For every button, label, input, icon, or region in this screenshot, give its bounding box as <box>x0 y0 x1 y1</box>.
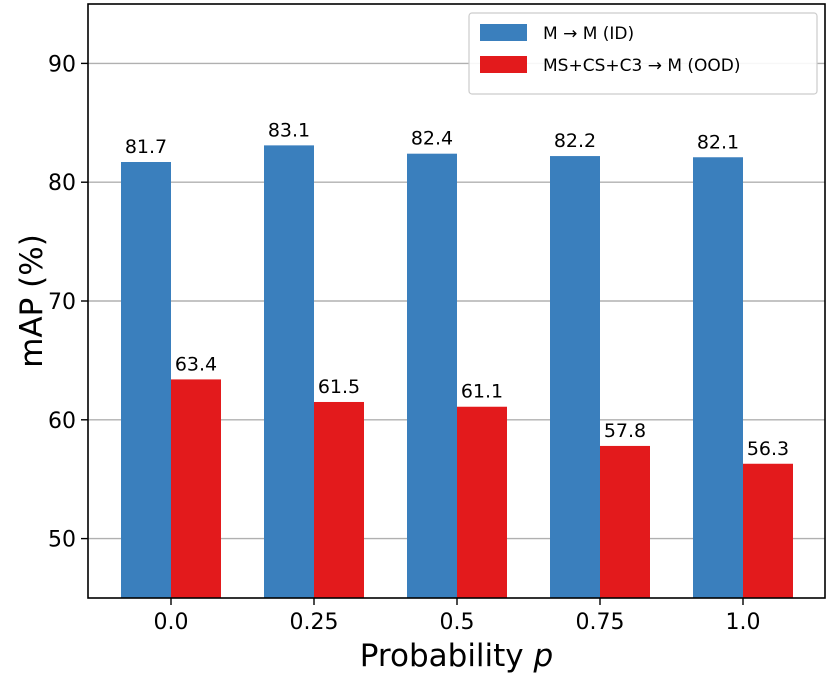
legend-swatch-id <box>480 24 527 41</box>
bar-id-0.0 <box>121 162 171 598</box>
bar-ood-0.25 <box>314 401 364 598</box>
bar-ood-1.0 <box>743 463 793 598</box>
data-labels: 81.7 83.1 82.4 82.2 82.1 63.4 61.5 61.1 57.8 56.3 <box>125 119 789 459</box>
data-label-id-1.0: 82.1 <box>697 131 739 153</box>
y-tick-label-50: 50 <box>48 528 76 553</box>
bar-id-0.75 <box>550 156 600 598</box>
bar-ood-0.5 <box>457 406 507 598</box>
data-label-ood-0.75: 57.8 <box>604 420 646 442</box>
legend-box <box>468 12 818 95</box>
y-axis-title: mAP (%) <box>14 234 50 368</box>
data-label-id-0.75: 82.2 <box>554 130 596 152</box>
legend: M → M (ID) MS+CS+C3 → M (OOD) <box>468 12 818 95</box>
y-axis: 50 60 70 80 90 <box>48 52 88 553</box>
legend-swatch-ood <box>480 56 527 73</box>
data-label-ood-0.25: 61.5 <box>318 376 360 398</box>
data-label-ood-0.5: 61.1 <box>461 381 503 403</box>
data-label-id-0.25: 83.1 <box>268 119 310 141</box>
bar-ood-0.75 <box>600 445 650 598</box>
bar-id-1.0 <box>693 157 743 598</box>
x-axis: 0.0 0.25 0.5 0.75 1.0 <box>154 598 761 635</box>
bar-id-0.25 <box>264 145 314 598</box>
data-label-ood-1.0: 56.3 <box>747 438 789 460</box>
x-tick-label-0.0: 0.0 <box>154 610 189 635</box>
x-tick-label-0.25: 0.25 <box>290 610 339 635</box>
y-tick-label-60: 60 <box>48 409 76 434</box>
data-label-id-0.0: 81.7 <box>125 136 167 158</box>
data-label-ood-0.0: 63.4 <box>175 353 217 375</box>
x-axis-title: Probability p <box>360 638 553 674</box>
bar-ood-0.0 <box>171 379 221 598</box>
legend-label-ood: MS+CS+C3 → M (OOD) <box>543 56 741 76</box>
data-label-id-0.5: 82.4 <box>411 128 453 150</box>
y-tick-label-80: 80 <box>48 171 76 196</box>
x-axis-title-variable: p <box>533 638 554 674</box>
bars <box>121 145 793 599</box>
y-tick-label-70: 70 <box>48 290 76 315</box>
legend-label-id: M → M (ID) <box>543 24 634 44</box>
bar-id-0.5 <box>407 153 457 599</box>
y-tick-label-90: 90 <box>48 52 76 77</box>
x-axis-title-text: Probability <box>360 638 524 674</box>
x-tick-label-1.0: 1.0 <box>726 610 761 635</box>
x-tick-label-0.75: 0.75 <box>576 610 625 635</box>
x-tick-label-0.5: 0.5 <box>440 610 475 635</box>
